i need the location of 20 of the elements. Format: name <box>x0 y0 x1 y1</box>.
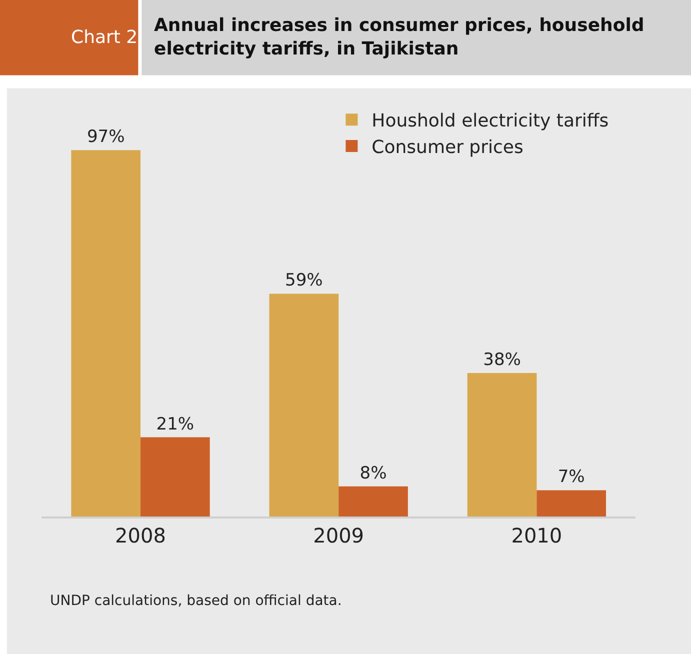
caption: Chart 2 <box>71 27 138 48</box>
bar <box>467 373 537 517</box>
x-tick-label: 2009 <box>313 524 364 548</box>
data-label: 38% <box>483 350 521 370</box>
x-tick-label: 2008 <box>115 524 166 548</box>
bar <box>338 486 408 517</box>
bar <box>71 150 140 517</box>
data-label: 59% <box>285 270 323 291</box>
legend-label: Consumer prices <box>372 136 524 158</box>
bar <box>536 490 606 517</box>
data-label: 7% <box>558 467 585 488</box>
data-label: 97% <box>86 127 125 148</box>
data-label: 8% <box>360 463 387 484</box>
data-label: 21% <box>156 414 194 434</box>
x-tick-label: 2010 <box>511 524 562 548</box>
bar <box>140 437 210 517</box>
text: UNDP calculations, based on official data. <box>50 593 342 609</box>
bar <box>269 294 339 517</box>
chart-title: Annual increases in consumer prices, household electricity tariffs, in Tajikistan <box>154 15 644 60</box>
legend-label: Houshold electricity tariffs <box>372 110 609 132</box>
